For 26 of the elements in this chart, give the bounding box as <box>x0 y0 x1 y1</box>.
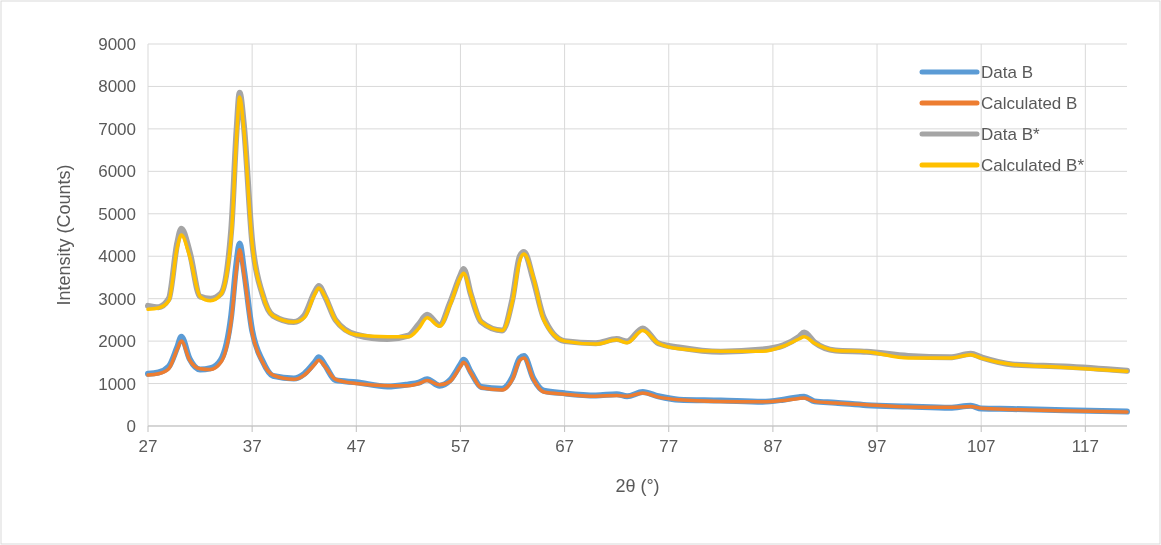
legend-label: Calculated B* <box>981 156 1085 175</box>
y-tick-label: 1000 <box>98 374 136 394</box>
x-tick-label: 27 <box>138 437 158 456</box>
x-tick-label: 37 <box>242 437 262 456</box>
legend-label: Data B* <box>981 125 1040 144</box>
legend-label: Calculated B <box>981 94 1078 113</box>
legend-label: Data B <box>981 63 1033 82</box>
y-tick-label: 5000 <box>98 204 136 224</box>
x-axis-title: 2θ (°) <box>615 476 660 496</box>
x-tick-label: 107 <box>967 437 996 456</box>
x-tick-label: 97 <box>867 437 887 456</box>
x-tick-label: 117 <box>1071 437 1099 456</box>
y-tick-label: 2000 <box>98 332 136 352</box>
y-tick-label: 0 <box>126 417 136 436</box>
y-tick-label: 8000 <box>98 77 136 97</box>
x-tick-label: 47 <box>346 437 366 456</box>
y-tick-label: 3000 <box>98 289 136 309</box>
y-tick-label: 6000 <box>98 162 136 182</box>
x-tick-label: 57 <box>450 437 470 456</box>
y-tick-label: 4000 <box>98 247 136 267</box>
y-tick-label: 7000 <box>98 119 136 139</box>
x-tick-label: 87 <box>763 437 783 456</box>
x-tick-label: 77 <box>659 437 679 456</box>
y-tick-label: 9000 <box>98 35 136 54</box>
x-tick-label: 67 <box>555 437 575 456</box>
y-axis-title: Intensity (Counts) <box>54 164 74 306</box>
